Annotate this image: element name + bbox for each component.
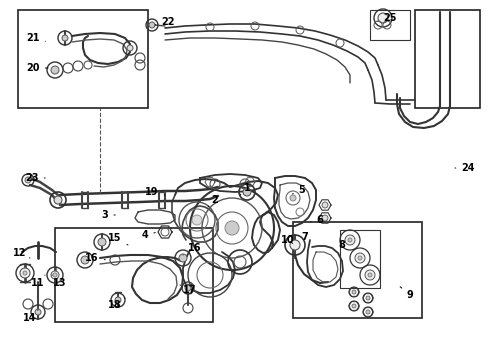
Circle shape	[192, 215, 202, 225]
Text: 11: 11	[31, 275, 45, 288]
Bar	[369, 10, 409, 40]
Circle shape	[289, 195, 295, 201]
Text: 8: 8	[338, 240, 345, 250]
Circle shape	[179, 254, 186, 262]
Text: 1: 1	[240, 183, 250, 195]
Circle shape	[184, 285, 191, 291]
Circle shape	[54, 196, 62, 204]
Circle shape	[364, 270, 374, 280]
Circle shape	[81, 256, 89, 264]
Text: 16: 16	[183, 243, 202, 255]
Text: 6: 6	[310, 215, 323, 225]
Text: 17: 17	[180, 285, 196, 295]
Bar	[414, 10, 479, 108]
Text: 3: 3	[102, 210, 115, 220]
Circle shape	[289, 240, 299, 250]
Circle shape	[365, 296, 369, 300]
Circle shape	[321, 202, 327, 208]
Circle shape	[149, 22, 155, 28]
Bar	[55, 228, 213, 322]
Text: 21: 21	[26, 33, 45, 43]
Text: 20: 20	[26, 63, 48, 73]
Circle shape	[224, 221, 239, 235]
Circle shape	[115, 297, 121, 303]
Circle shape	[357, 256, 361, 260]
Text: 16: 16	[85, 253, 105, 263]
Circle shape	[351, 290, 355, 294]
Text: 2: 2	[207, 195, 218, 207]
Text: 13: 13	[52, 275, 67, 288]
Circle shape	[23, 271, 27, 275]
Circle shape	[35, 309, 41, 315]
Text: 12: 12	[13, 248, 30, 258]
Text: 18: 18	[108, 298, 125, 310]
Text: 15: 15	[108, 233, 128, 245]
Circle shape	[127, 45, 133, 51]
Text: 9: 9	[399, 287, 412, 300]
Bar	[18, 10, 148, 108]
Circle shape	[62, 35, 68, 41]
Circle shape	[51, 271, 59, 279]
Circle shape	[243, 188, 250, 196]
Circle shape	[354, 253, 364, 263]
Text: 19: 19	[145, 187, 164, 197]
Circle shape	[347, 238, 351, 242]
Bar	[292, 222, 421, 318]
Bar	[339, 230, 379, 288]
Circle shape	[53, 273, 57, 277]
Text: 25: 25	[377, 13, 396, 23]
Circle shape	[51, 66, 59, 74]
Circle shape	[20, 268, 30, 278]
Text: 10: 10	[281, 235, 294, 245]
Text: 7: 7	[301, 232, 308, 242]
Text: 24: 24	[454, 163, 474, 173]
Text: 4: 4	[142, 230, 155, 240]
Circle shape	[345, 235, 354, 245]
Circle shape	[367, 273, 371, 277]
Circle shape	[321, 215, 327, 221]
Circle shape	[351, 304, 355, 308]
Circle shape	[98, 238, 106, 246]
Circle shape	[365, 310, 369, 314]
Circle shape	[25, 177, 31, 183]
Text: 14: 14	[23, 310, 38, 323]
Text: 5: 5	[292, 185, 305, 195]
Text: 23: 23	[25, 173, 45, 183]
Circle shape	[377, 13, 387, 23]
Text: 22: 22	[155, 17, 174, 27]
